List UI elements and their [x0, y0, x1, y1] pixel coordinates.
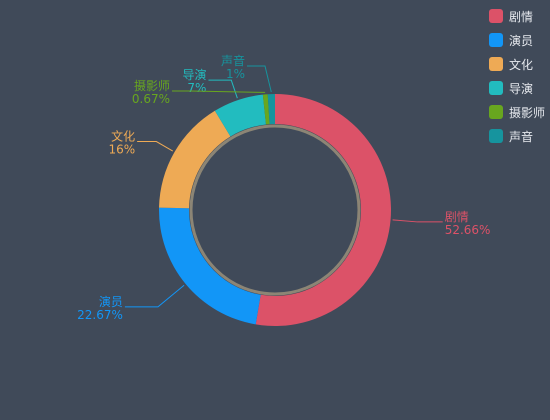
legend-swatch — [488, 33, 503, 47]
slice-name-label: 文化 — [111, 129, 135, 144]
pie-slice-1[interactable] — [255, 94, 392, 327]
label-leader-line — [172, 90, 266, 93]
legend-item[interactable]: 摄影师 — [488, 100, 545, 124]
slice-name-label: 剧情 — [445, 210, 469, 224]
legend-item[interactable]: 剧情 — [488, 4, 545, 28]
pie-slice-6[interactable] — [267, 94, 275, 125]
inner-ring — [189, 124, 361, 296]
legend-swatch — [488, 129, 503, 143]
legend-label: 导演 — [508, 81, 533, 96]
pie-slice-5[interactable] — [262, 94, 270, 125]
legend-item[interactable]: 声音 — [488, 124, 545, 148]
slice-name-label: 演员 — [99, 294, 123, 309]
legend-label: 剧情 — [508, 9, 533, 24]
label-leader-line — [137, 141, 174, 152]
slice-percent-label: 22.67% — [77, 308, 123, 322]
slice-percent-label: 52.66% — [445, 223, 491, 237]
legend-label: 摄影师 — [508, 105, 545, 120]
legend-item[interactable]: 演员 — [488, 28, 545, 52]
slice-percent-label: 0.67% — [132, 92, 170, 106]
slice-name-label: 声音 — [221, 53, 245, 68]
legend-item[interactable]: 导演 — [488, 76, 545, 100]
pie-slice-2[interactable] — [159, 207, 261, 325]
slice-percent-label: 16% — [108, 143, 135, 157]
legend-swatch — [488, 57, 503, 71]
label-leader-line — [392, 219, 443, 223]
label-leader-line — [208, 79, 238, 99]
legend-item[interactable]: 文化 — [488, 52, 545, 76]
label-leader-line — [124, 284, 185, 308]
label-leader-line — [247, 65, 272, 93]
chart-legend: 剧情演员文化导演摄影师声音 — [488, 4, 545, 148]
pie-slice-4[interactable] — [214, 94, 266, 137]
pie-slice-3[interactable] — [159, 110, 231, 209]
legend-label: 文化 — [508, 57, 533, 72]
legend-swatch — [488, 81, 503, 95]
legend-label: 演员 — [508, 33, 533, 48]
slice-percent-label: 1% — [226, 67, 245, 81]
slice-name-label: 导演 — [182, 67, 206, 82]
legend-label: 声音 — [508, 129, 533, 144]
legend-swatch — [488, 9, 503, 23]
slice-name-label: 摄影师 — [134, 78, 170, 93]
slice-percent-label: 7% — [187, 81, 206, 95]
legend-swatch — [488, 105, 503, 119]
